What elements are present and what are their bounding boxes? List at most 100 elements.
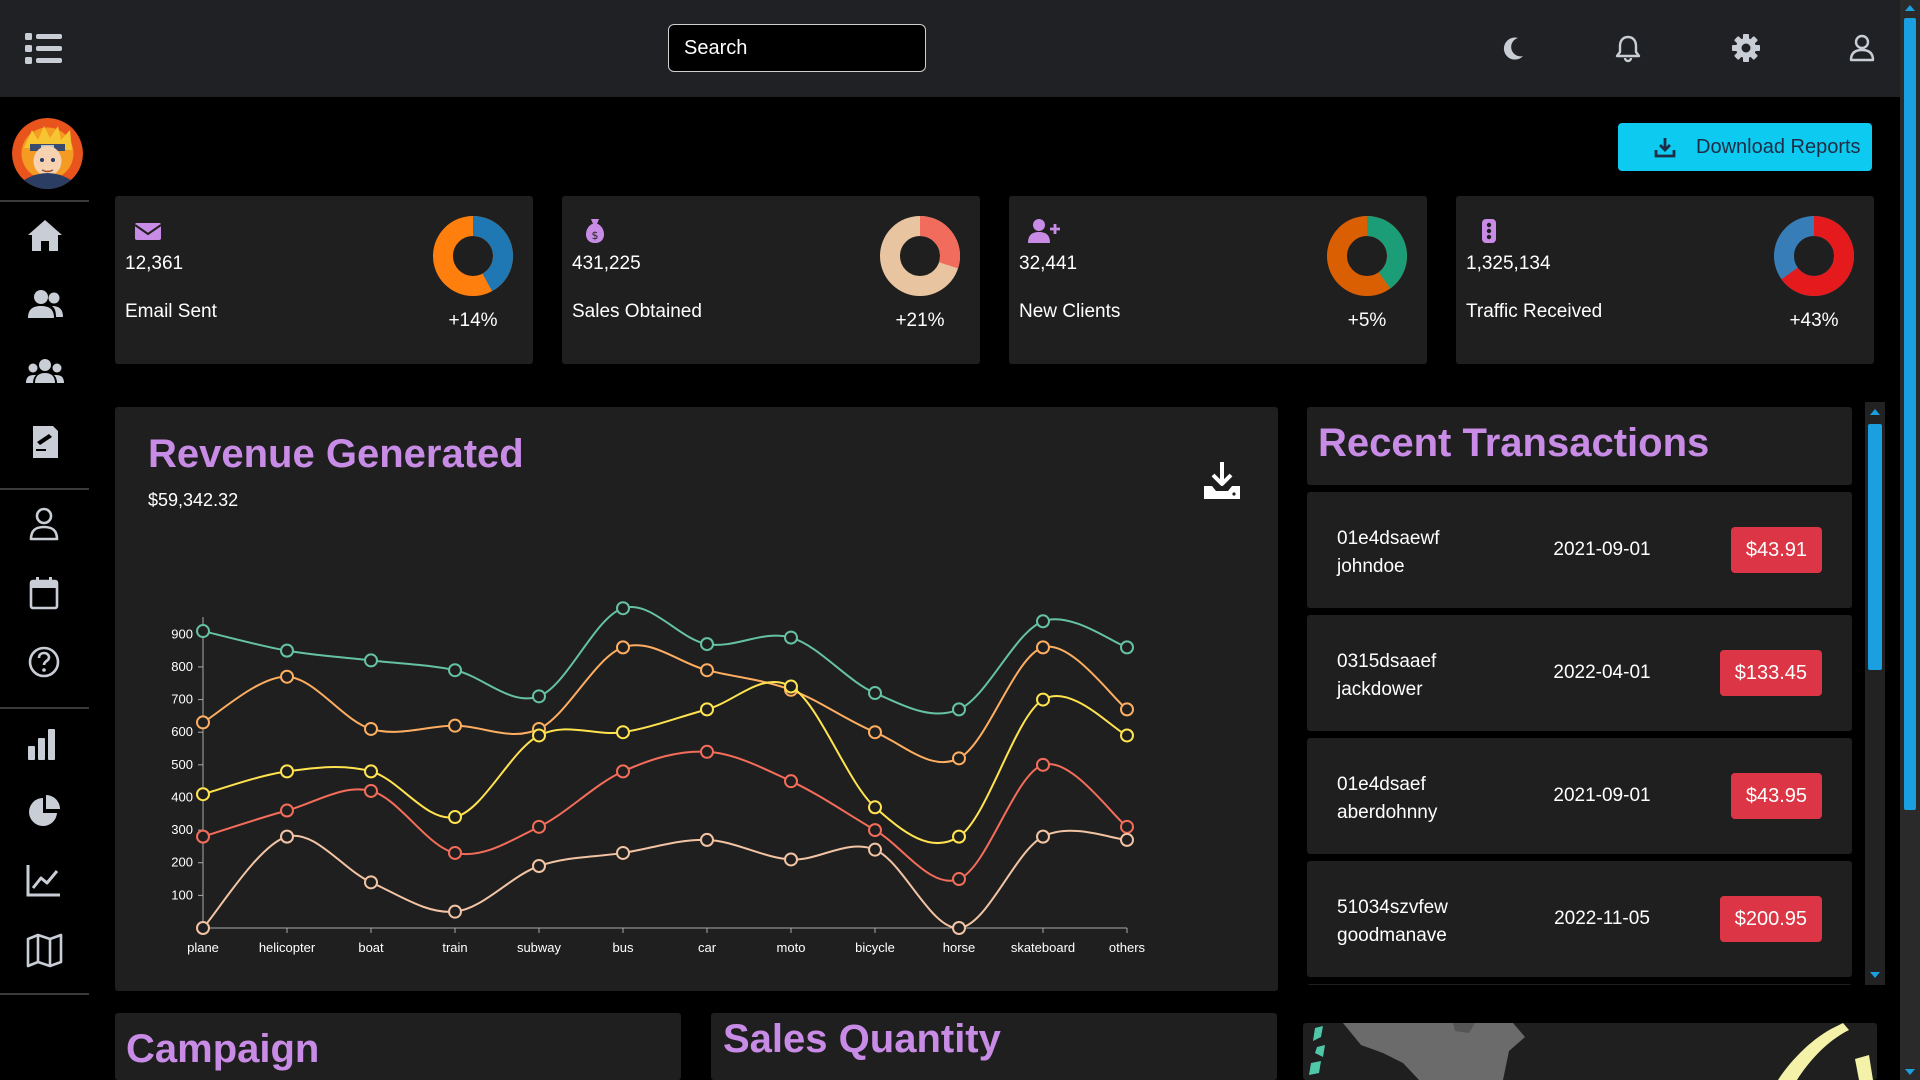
data-point — [280, 764, 294, 779]
x-tick-label: skateboard — [1011, 940, 1075, 955]
x-tick-label: moto — [777, 940, 806, 955]
stat-card-traffic: 1,325,134 Traffic Received +43% — [1456, 196, 1874, 364]
home-icon[interactable] — [24, 216, 66, 256]
bell-icon[interactable] — [1610, 30, 1646, 66]
progress-donut — [1774, 216, 1854, 296]
transaction-row[interactable]: 01e4dsaewf johndoe 2021-09-01 $43.91 — [1307, 492, 1852, 608]
donut-progress — [880, 216, 960, 296]
calendar-icon[interactable] — [24, 574, 66, 614]
donut-progress — [1327, 216, 1407, 296]
svg-text:$: $ — [592, 229, 599, 242]
x-tick-label: boat — [358, 940, 384, 955]
data-point — [616, 764, 630, 779]
data-point — [616, 601, 630, 616]
sales-quantity-title: Sales Quantity — [723, 1017, 1001, 1061]
avatar[interactable] — [12, 118, 83, 189]
data-point — [952, 872, 966, 887]
transactions-scrollbar[interactable] — [1865, 402, 1885, 985]
pie-chart-icon[interactable] — [24, 792, 66, 832]
transaction-row[interactable]: 51034szvfew goodmanave 2022-11-05 $200.95 — [1307, 861, 1852, 977]
menu-icon[interactable] — [22, 28, 66, 68]
gear-icon[interactable] — [1728, 30, 1764, 66]
y-tick-label: 100 — [171, 887, 193, 902]
invoices-icon[interactable] — [24, 422, 66, 462]
scroll-down-arrow[interactable] — [1905, 1069, 1915, 1075]
data-point — [1036, 757, 1050, 772]
progress-donut — [1327, 216, 1407, 296]
traffic-light-icon — [1474, 216, 1504, 246]
stat-card-email: 12,361 Email Sent +14% — [115, 196, 533, 364]
y-tick-label: 800 — [171, 659, 193, 674]
x-tick-label: helicopter — [259, 940, 316, 955]
revenue-amount: $59,342.32 — [148, 490, 239, 510]
transaction-id: 0315dsaaef jackdower — [1337, 651, 1437, 700]
transaction-row[interactable] — [1307, 984, 1852, 985]
transaction-date: 2021-09-01 — [1553, 785, 1651, 806]
transaction-row[interactable]: 01e4dsaef aberdohnny 2021-09-01 $43.95 — [1307, 738, 1852, 854]
scrollbar-thumb[interactable] — [1868, 424, 1882, 670]
transaction-amount-badge: $133.45 — [1719, 650, 1822, 696]
transaction-date: 2022-04-01 — [1553, 662, 1651, 683]
data-point — [616, 725, 630, 740]
data-point — [616, 640, 630, 655]
transaction-id: 01e4dsaef aberdohnny — [1337, 774, 1438, 823]
progress-donut — [433, 216, 513, 296]
y-tick-label: 400 — [171, 789, 193, 804]
x-tick-label: subway — [517, 940, 562, 955]
download-icon — [1654, 138, 1676, 158]
data-point — [532, 859, 546, 873]
data-point — [364, 764, 378, 779]
team-icon[interactable] — [24, 284, 66, 324]
data-point — [448, 845, 462, 860]
data-point — [700, 832, 714, 847]
revenue-panel: Revenue Generated $59,342.32 100 200 300 40… — [115, 407, 1278, 991]
data-point — [364, 783, 378, 798]
moon-icon[interactable] — [1496, 30, 1532, 66]
download-reports-button[interactable]: Download Reports — [1618, 123, 1872, 171]
stat-label: Traffic Received — [1466, 301, 1603, 322]
user-plus-icon — [1027, 216, 1060, 246]
x-tick-label: others — [1109, 940, 1146, 955]
faq-icon[interactable] — [24, 642, 66, 682]
map-icon[interactable] — [24, 930, 66, 970]
x-tick-label: plane — [187, 940, 219, 955]
data-point — [784, 679, 798, 694]
scroll-up-arrow[interactable] — [1870, 409, 1880, 415]
user-icon[interactable] — [1844, 30, 1880, 66]
data-point — [364, 875, 378, 890]
data-point — [700, 702, 714, 717]
bar-chart-icon[interactable] — [24, 724, 66, 764]
stat-change: +21% — [895, 310, 945, 331]
y-tick-label: 700 — [171, 692, 193, 707]
page-scrollbar[interactable] — [1900, 0, 1920, 1080]
profile-icon[interactable] — [24, 504, 66, 544]
series-line — [202, 605, 1128, 715]
data-point — [952, 829, 966, 844]
download-icon[interactable] — [1200, 459, 1244, 503]
y-tick-label: 500 — [171, 757, 193, 772]
download-reports-label: Download Reports — [1696, 135, 1861, 158]
transactions-header: Recent Transactions — [1307, 407, 1852, 485]
search-input[interactable] — [668, 24, 926, 72]
data-point — [280, 803, 294, 818]
scroll-up-arrow[interactable] — [1905, 5, 1915, 11]
data-point — [196, 829, 210, 844]
y-tick-label: 600 — [171, 724, 193, 739]
data-point — [1036, 640, 1050, 655]
stat-change: +43% — [1789, 310, 1839, 331]
transaction-id: 51034szvfew goodmanave — [1337, 897, 1448, 946]
data-point — [532, 728, 546, 743]
line-chart-icon[interactable] — [24, 860, 66, 900]
stat-value: 431,225 — [572, 253, 641, 274]
data-point — [868, 686, 882, 701]
data-point — [700, 663, 714, 678]
stat-value: 1,325,134 — [1466, 253, 1551, 274]
transaction-date: 2021-09-01 — [1553, 539, 1651, 560]
y-tick-label: 300 — [171, 822, 193, 837]
scrollbar-thumb[interactable] — [1904, 18, 1916, 810]
scroll-down-arrow[interactable] — [1870, 972, 1880, 978]
contacts-icon[interactable] — [24, 352, 66, 392]
data-point — [448, 904, 462, 919]
progress-donut — [880, 216, 960, 296]
transaction-row[interactable]: 0315dsaaef jackdower 2022-04-01 $133.45 — [1307, 615, 1852, 731]
